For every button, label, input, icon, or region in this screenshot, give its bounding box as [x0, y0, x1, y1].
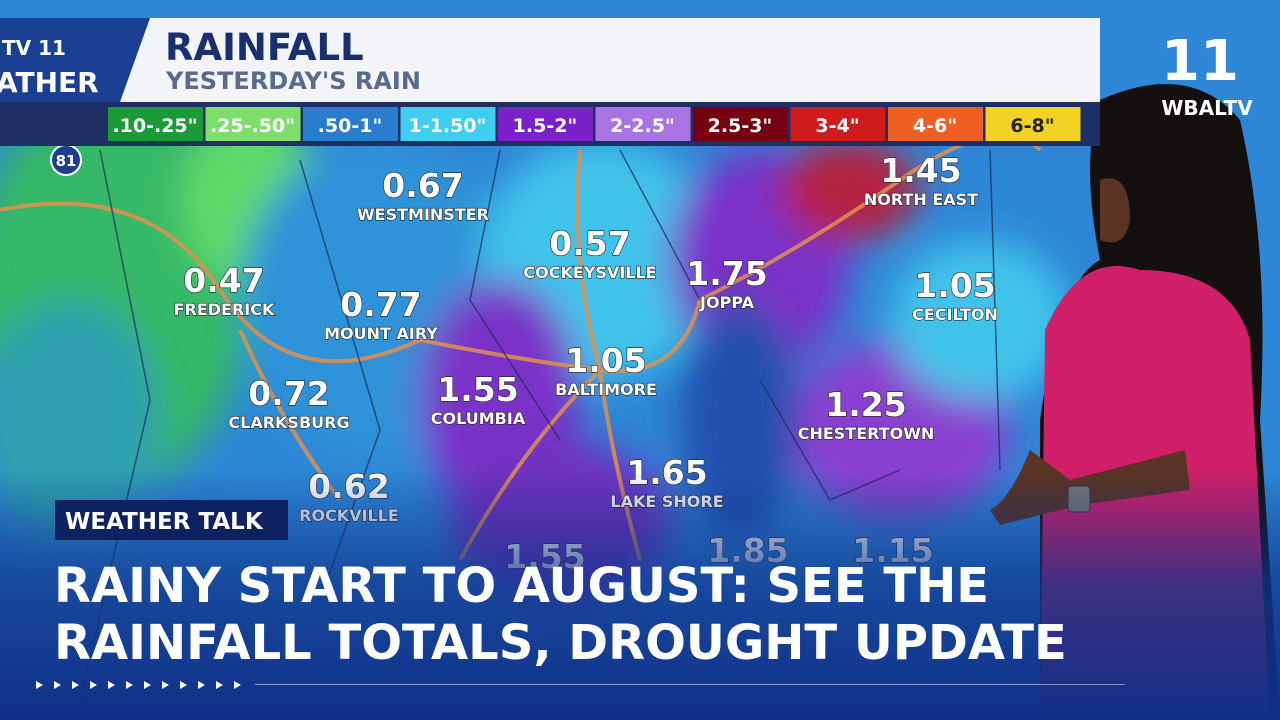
headline-line: RAINFALL TOTALS, DROUGHT UPDATE [54, 615, 1067, 671]
station-name: COCKEYSVILLE [523, 263, 656, 282]
highway-label: 81 [56, 152, 77, 170]
logo-name: WBALTV [1161, 96, 1253, 120]
legend-label: 3-4" [815, 115, 859, 137]
station-name: CLARKSBURG [228, 413, 349, 432]
station-name: MOUNT AIRY [324, 324, 438, 343]
legend-label: 4-6" [913, 115, 957, 137]
headline-line: RAINY START TO AUGUST: SEE THE [54, 558, 989, 614]
legend: .10-.25" .25-.50" .50-1" 1-1.50" 1.5-2" 2-2.5… [108, 107, 1081, 141]
station-name: WESTMINSTER [357, 205, 489, 224]
station-name: JOPPA [699, 293, 755, 312]
station-name: NORTH EAST [864, 190, 978, 209]
legend-label: 2-2.5" [610, 115, 675, 137]
station-name: BALTIMORE [555, 380, 657, 399]
legend-label: 2.5-3" [708, 115, 773, 137]
station-logo: 11 WBALTV [1161, 29, 1253, 120]
station-value: 1.75 [686, 254, 767, 293]
legend-swatch [888, 107, 983, 141]
header: TV 11 ATHER RAINFALL YESTERDAY'S RAIN .1… [0, 18, 1100, 146]
title: RAINFALL [165, 26, 364, 69]
station-value: 0.77 [340, 285, 421, 324]
legend-label: 1-1.50" [409, 115, 487, 137]
legend-swatch [303, 107, 398, 141]
legend-swatch [985, 107, 1081, 141]
logo-left: TV 11 [2, 36, 66, 60]
legend-swatch [108, 107, 203, 141]
progress-dots [36, 681, 1125, 689]
station-name: CHESTERTOWN [798, 424, 935, 443]
tag: WEATHER TALK [65, 509, 264, 535]
legend-label: 1.5-2" [513, 115, 578, 137]
legend-label: .25-.50" [210, 115, 295, 137]
legend-swatch [595, 107, 691, 141]
station-value: 1.45 [880, 151, 961, 190]
station-value: 1.55 [437, 370, 518, 409]
legend-swatch [498, 107, 593, 141]
logo-number: 11 [1161, 29, 1239, 94]
station-name: FREDERICK [174, 300, 275, 319]
tag-box [55, 500, 288, 540]
logo-left-sub: ATHER [0, 66, 99, 99]
station-value: 0.47 [183, 261, 264, 300]
subtitle: YESTERDAY'S RAIN [165, 67, 421, 95]
legend-swatch [693, 107, 788, 141]
station-value: 1.05 [565, 341, 646, 380]
station-value: 1.25 [825, 385, 906, 424]
legend-swatch [205, 107, 301, 141]
station-name: COLUMBIA [431, 409, 526, 428]
legend-swatch [400, 107, 496, 141]
station-value: 1.05 [914, 266, 995, 305]
legend-label: .10-.25" [112, 115, 197, 137]
legend-label: 6-8" [1010, 115, 1054, 137]
station-value: 0.67 [382, 166, 463, 205]
legend-swatch [790, 107, 886, 141]
station-name: CECILTON [912, 305, 998, 324]
station-value: 0.57 [549, 224, 630, 263]
station-value: 0.72 [248, 374, 329, 413]
legend-label: .50-1" [318, 115, 383, 137]
